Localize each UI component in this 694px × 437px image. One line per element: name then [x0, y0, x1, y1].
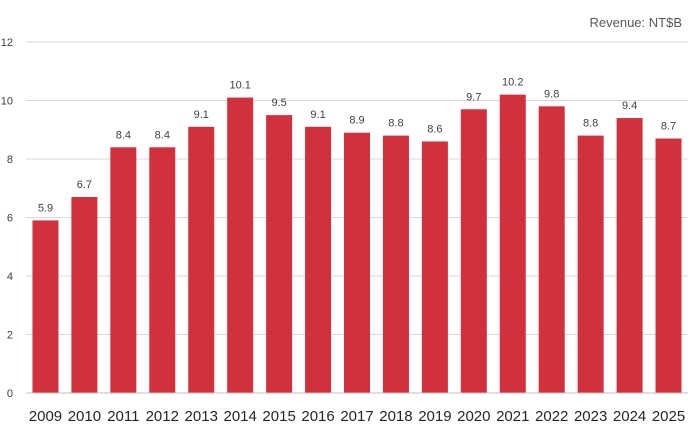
data-label-2020: 9.7 [466, 91, 481, 103]
x-tick-label-2018: 2018 [379, 408, 412, 425]
data-label-2014: 10.1 [229, 80, 250, 92]
bar-2014 [227, 97, 254, 393]
bar-2022 [538, 106, 565, 393]
bar-2021 [499, 94, 526, 394]
data-label-2013: 9.1 [194, 109, 209, 121]
data-label-2022: 9.8 [544, 88, 559, 100]
data-label-2019: 8.6 [427, 123, 442, 135]
x-tick-label-2015: 2015 [262, 408, 295, 425]
bar-2025 [655, 138, 682, 393]
data-label-2015: 9.5 [271, 97, 286, 109]
data-label-2011: 8.4 [116, 129, 131, 141]
y-tick-label-2: 2 [7, 330, 13, 342]
bar-2017 [344, 132, 370, 394]
bar-2010 [71, 197, 98, 393]
data-label-2024: 9.4 [622, 100, 637, 112]
x-tick-label-2020: 2020 [457, 408, 490, 425]
y-tick-label-10: 10 [1, 96, 13, 108]
x-tick-label-2025: 2025 [652, 408, 685, 425]
bar-2013 [188, 126, 215, 393]
data-label-2021: 10.2 [502, 77, 523, 89]
x-tick-label-2011: 2011 [107, 408, 139, 425]
bar-2018 [382, 135, 409, 393]
bar-2009 [32, 220, 59, 393]
chart-title: Revenue: NT$B [589, 15, 683, 30]
x-tick-label-2013: 2013 [185, 408, 218, 425]
bar-2015 [266, 115, 293, 393]
data-label-2010: 6.7 [77, 179, 92, 191]
bar-2023 [577, 135, 604, 393]
bar-2011 [110, 147, 137, 393]
data-label-2025: 8.7 [661, 121, 676, 133]
data-label-2023: 8.8 [583, 118, 598, 130]
bar-2016 [305, 126, 332, 393]
x-tick-label-2022: 2022 [535, 408, 568, 425]
x-tick-label-2012: 2012 [146, 408, 179, 425]
data-label-2016: 9.1 [310, 109, 325, 121]
bar-2019 [421, 141, 448, 393]
y-tick-label-6: 6 [7, 213, 13, 225]
bar-2012 [149, 147, 176, 393]
y-tick-label-8: 8 [7, 154, 13, 166]
data-label-2018: 8.8 [388, 118, 403, 130]
x-tick-label-2014: 2014 [223, 408, 256, 425]
data-label-2009: 5.9 [38, 202, 53, 214]
x-tick-label-2016: 2016 [301, 408, 334, 425]
x-tick-label-2017: 2017 [340, 408, 373, 425]
y-tick-label-4: 4 [7, 271, 13, 283]
data-label-2017: 8.9 [349, 115, 364, 127]
bar-2024 [616, 118, 643, 394]
x-tick-label-2023: 2023 [574, 408, 607, 425]
x-tick-label-2019: 2019 [418, 408, 451, 425]
y-tick-label-0: 0 [7, 388, 13, 400]
data-label-2012: 8.4 [155, 129, 170, 141]
bar-2020 [460, 109, 487, 394]
x-tick-label-2010: 2010 [68, 408, 101, 425]
x-tick-label-2024: 2024 [613, 408, 646, 425]
x-tick-label-2021: 2021 [496, 408, 529, 425]
x-tick-label-2009: 2009 [29, 408, 62, 425]
y-tick-label-12: 12 [1, 37, 13, 49]
